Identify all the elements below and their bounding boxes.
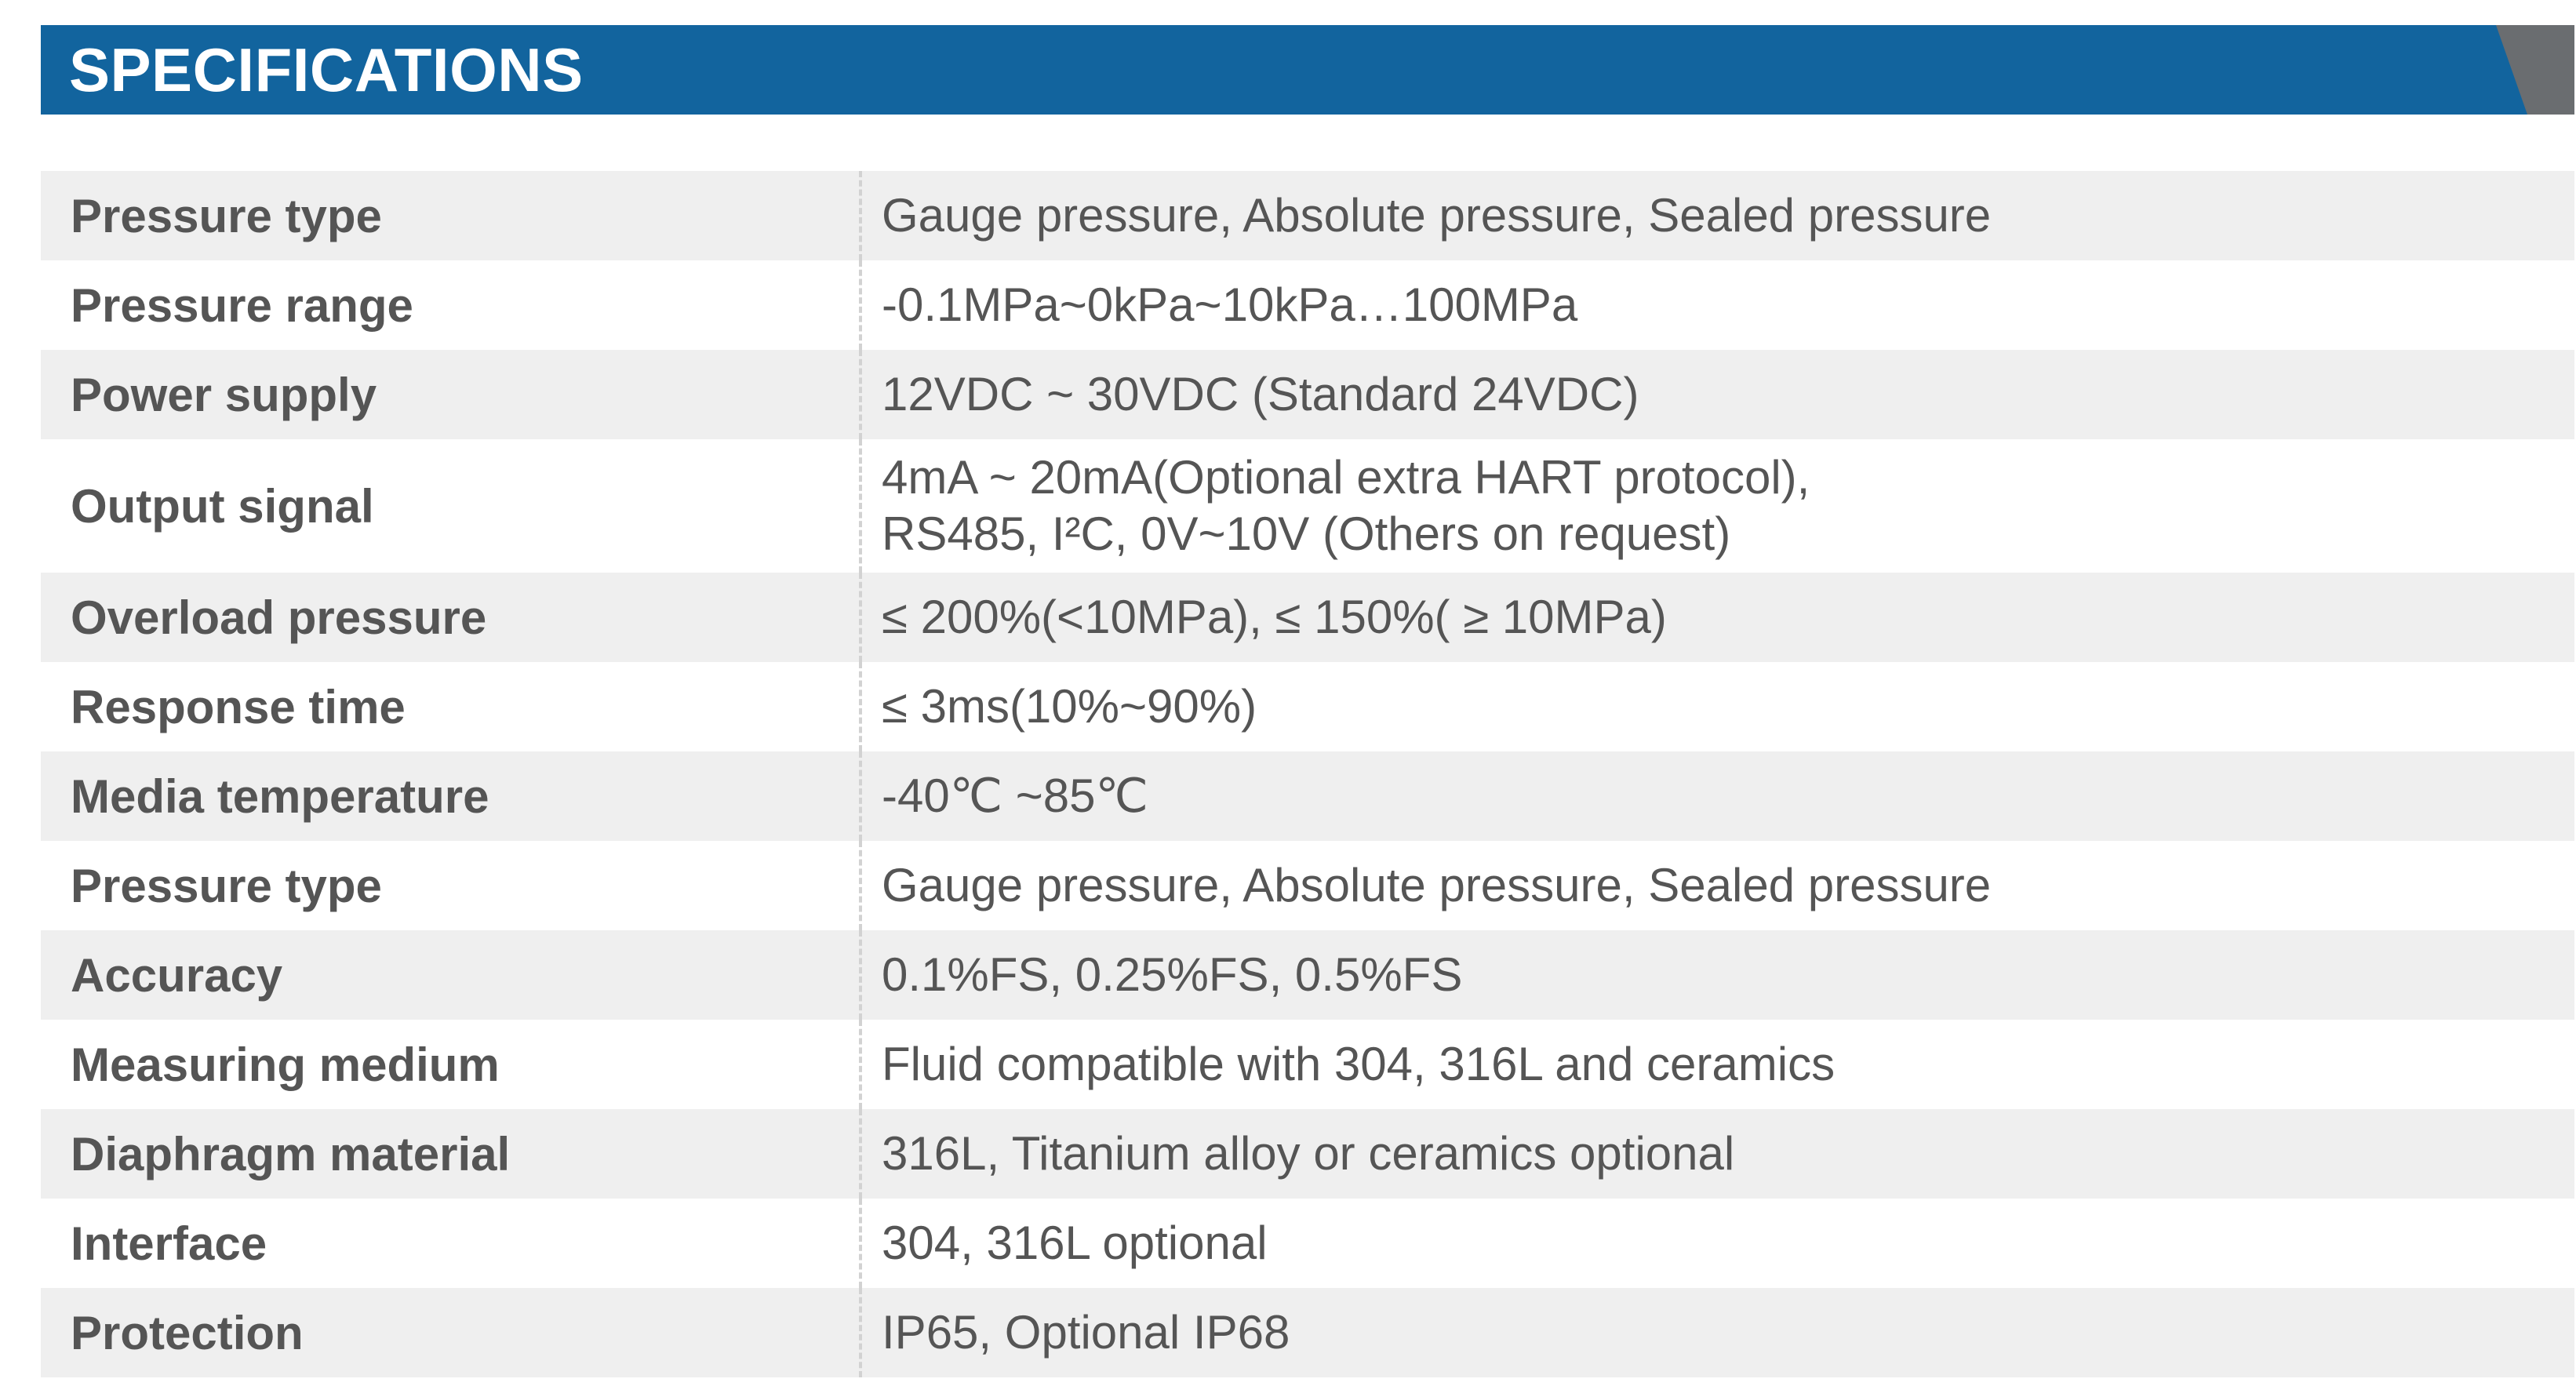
column-divider <box>859 1288 862 1377</box>
spec-value-line: 4mA ~ 20mA(Optional extra HART protocol)… <box>882 451 1810 504</box>
spec-row-media-temperature: Media temperature -40℃ ~85℃ <box>41 751 2574 841</box>
spec-label: Interface <box>71 1217 267 1270</box>
spec-row-pressure-type: Pressure type Gauge pressure, Absolute p… <box>41 171 2574 260</box>
spec-value: IP65, Optional IP68 <box>882 1306 1290 1359</box>
column-divider <box>859 439 862 573</box>
spec-label: Pressure range <box>71 278 413 332</box>
spec-value: Gauge pressure, Absolute pressure, Seale… <box>882 859 1992 911</box>
spec-row-measuring-medium: Measuring medium Fluid compatible with 3… <box>41 1020 2574 1109</box>
column-divider <box>859 662 862 751</box>
spec-value: -40℃ ~85℃ <box>882 769 1148 822</box>
spec-label: Response time <box>71 680 406 733</box>
spec-value-line: RS485, I²C, 0V~10V (Others on request) <box>882 507 1731 560</box>
spec-row-diaphragm-material: Diaphragm material 316L, Titanium alloy … <box>41 1109 2574 1199</box>
spec-row-overload-pressure: Overload pressure ≤ 200%(<10MPa), ≤ 150%… <box>41 573 2574 662</box>
column-divider <box>859 930 862 1020</box>
column-divider <box>859 751 862 841</box>
spec-row-accuracy: Accuracy 0.1%FS, 0.25%FS, 0.5%FS <box>41 930 2574 1020</box>
column-divider <box>859 1020 862 1109</box>
spec-row-power-supply: Power supply 12VDC ~ 30VDC (Standard 24V… <box>41 350 2574 439</box>
specifications-header: SPECIFICATIONS <box>41 25 2574 115</box>
spec-label: Output signal <box>71 479 374 533</box>
column-divider <box>859 350 862 439</box>
spec-label: Media temperature <box>71 769 489 823</box>
spec-label: Pressure type <box>71 859 382 912</box>
specifications-table: Pressure type Gauge pressure, Absolute p… <box>41 171 2574 1377</box>
column-divider <box>859 260 862 350</box>
spec-label: Protection <box>71 1306 304 1359</box>
column-divider <box>859 841 862 930</box>
spec-value: ≤ 200%(<10MPa), ≤ 150%( ≥ 10MPa) <box>882 591 1667 643</box>
spec-value: Gauge pressure, Absolute pressure, Seale… <box>882 189 1992 242</box>
spec-row-interface: Interface 304, 316L optional <box>41 1199 2574 1288</box>
column-divider <box>859 1109 862 1199</box>
spec-value: ≤ 3ms(10%~90%) <box>882 680 1257 733</box>
spec-value: -0.1MPa~0kPa~10kPa…100MPa <box>882 278 1578 331</box>
spec-label: Overload pressure <box>71 591 487 644</box>
spec-label: Measuring medium <box>71 1038 500 1091</box>
header-corner-accent <box>2496 25 2574 115</box>
spec-row-pressure-range: Pressure range -0.1MPa~0kPa~10kPa…100MPa <box>41 260 2574 350</box>
spec-value: 316L, Titanium alloy or ceramics optiona… <box>882 1127 1735 1180</box>
spec-row-response-time: Response time ≤ 3ms(10%~90%) <box>41 662 2574 751</box>
spec-value: Fluid compatible with 304, 316L and cera… <box>882 1038 1836 1090</box>
spec-value: 12VDC ~ 30VDC (Standard 24VDC) <box>882 368 1639 420</box>
spec-row-protection: Protection IP65, Optional IP68 <box>41 1288 2574 1377</box>
page-title: SPECIFICATIONS <box>69 35 584 104</box>
spec-value: 4mA ~ 20mA(Optional extra HART protocol)… <box>859 449 1810 562</box>
column-divider <box>859 573 862 662</box>
spec-label: Diaphragm material <box>71 1127 511 1180</box>
spec-label: Power supply <box>71 368 377 421</box>
column-divider <box>859 171 862 260</box>
spec-label: Accuracy <box>71 948 283 1002</box>
spec-value: 304, 316L optional <box>882 1217 1268 1269</box>
spec-value: 0.1%FS, 0.25%FS, 0.5%FS <box>882 948 1463 1001</box>
spec-row-pressure-type-2: Pressure type Gauge pressure, Absolute p… <box>41 841 2574 930</box>
spec-label: Pressure type <box>71 189 382 242</box>
spec-row-output-signal: Output signal 4mA ~ 20mA(Optional extra … <box>41 439 2574 573</box>
column-divider <box>859 1199 862 1288</box>
